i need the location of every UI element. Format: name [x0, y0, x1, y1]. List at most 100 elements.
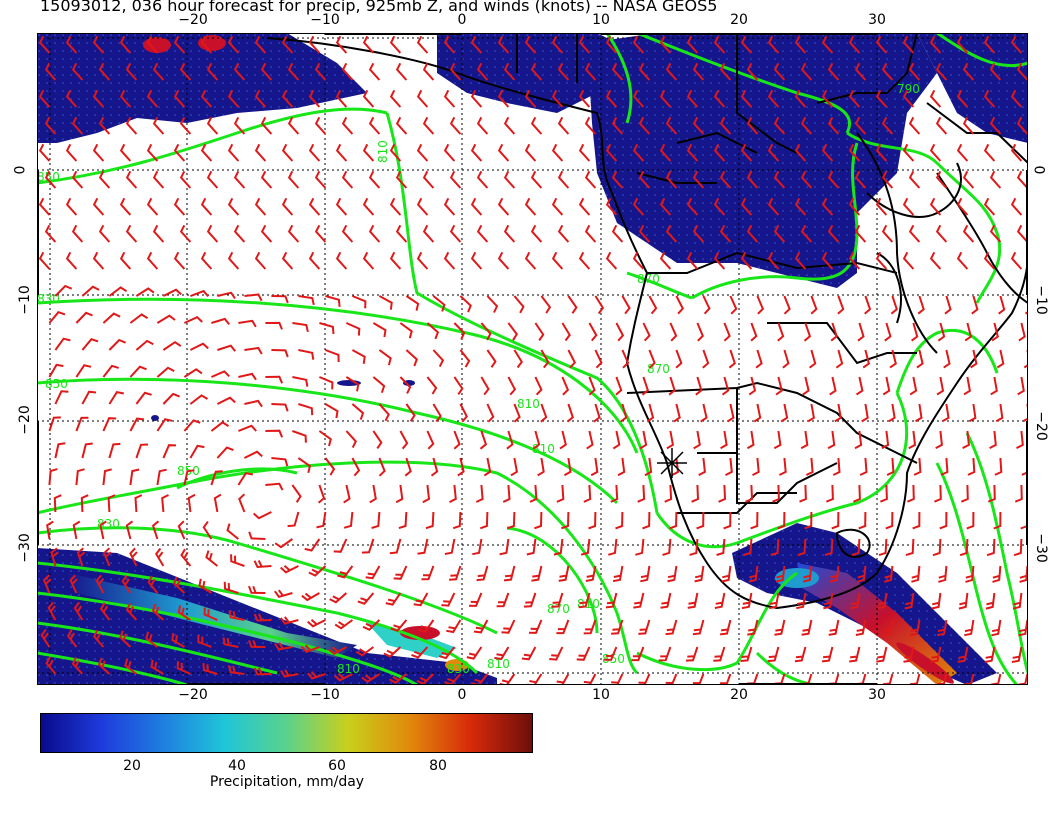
wind-barb [343, 511, 354, 529]
wind-barb [238, 319, 257, 328]
wind-barb [931, 592, 942, 610]
wind-barb [748, 376, 757, 396]
wind-barb [95, 574, 105, 594]
wind-barb [1013, 538, 1023, 557]
wind-barb [479, 511, 489, 530]
wind-barb [551, 143, 564, 162]
wind-barb [687, 592, 699, 609]
lon-tick-bottom: −20 [178, 687, 208, 703]
wind-barb [890, 295, 898, 315]
wind-barb [903, 646, 915, 663]
wind-barb [797, 538, 807, 557]
wind-barb [740, 89, 753, 108]
wind-barb [405, 349, 418, 367]
wind-barb [719, 116, 732, 135]
wind-barb [416, 89, 429, 108]
wind-barb [800, 430, 809, 450]
wind-barb [1014, 484, 1023, 503]
wind-barb [341, 116, 354, 135]
wind-barb [443, 143, 456, 162]
wind-barb [1018, 322, 1026, 342]
wind-barb [983, 251, 996, 270]
wind-barb [524, 251, 537, 270]
wind-barb [187, 493, 196, 513]
wind-barb [659, 143, 672, 162]
wind-barb [265, 429, 284, 438]
wind-barb [173, 35, 186, 54]
wind-barb [529, 484, 538, 503]
wind-barb [404, 457, 412, 477]
wind-barb [411, 646, 429, 659]
wind-barb [449, 224, 462, 243]
wind-barb [297, 457, 312, 474]
wind-barb [202, 663, 218, 675]
wind-barb [162, 340, 182, 351]
wind-barb [561, 511, 570, 530]
wind-barb [129, 417, 145, 432]
wind-barb [665, 62, 678, 81]
wind-barb [389, 89, 402, 108]
wind-barb [774, 619, 786, 636]
wind-barbs [38, 35, 1033, 690]
wind-barb [395, 170, 408, 189]
wind-barb [530, 224, 543, 243]
wind-barb [369, 484, 377, 504]
wind-barb [566, 403, 574, 423]
wind-barb [821, 197, 834, 216]
wind-barb [177, 605, 191, 621]
wind-barb [227, 143, 240, 162]
wind-barb [610, 484, 619, 503]
wind-barb [135, 287, 155, 297]
wind-barb [908, 170, 921, 189]
contour-label: 810 [337, 662, 360, 676]
wind-barb [308, 143, 321, 162]
wind-barb [211, 370, 230, 378]
wind-barb [775, 565, 786, 583]
wind-barb [532, 430, 541, 450]
wind-barb [135, 339, 154, 351]
wind-barb [183, 368, 203, 378]
wind-barb [362, 197, 375, 216]
wind-barb [38, 197, 51, 216]
wind-barb [686, 35, 699, 54]
wind-barb [42, 574, 52, 594]
lat-tick-right: −30 [1032, 533, 1049, 563]
wind-barb [385, 592, 402, 606]
wind-barb [586, 430, 594, 450]
wind-barb [314, 62, 327, 81]
wind-barb [932, 538, 942, 557]
wind-barb [830, 322, 838, 342]
wind-barb [271, 295, 289, 304]
wind-barb [341, 62, 354, 81]
wind-barb [48, 468, 58, 486]
wind-barb [426, 376, 438, 395]
wind-barb [351, 403, 365, 421]
wind-barb [362, 89, 375, 108]
wind-barb [567, 295, 578, 314]
wind-barb [696, 511, 705, 530]
wind-barb [831, 511, 840, 530]
wind-barb [875, 197, 888, 216]
wind-barb [585, 565, 597, 582]
wind-barb [992, 565, 1002, 583]
wind-barb [848, 89, 861, 108]
wind-barb [476, 565, 489, 582]
wind-barb [848, 251, 861, 270]
wind-barb [669, 511, 678, 530]
wind-barb [881, 116, 894, 135]
wind-barb [935, 170, 948, 189]
wind-barb [780, 403, 789, 423]
wind-barb [156, 418, 173, 432]
wind-barb [227, 35, 240, 54]
wind-barb [692, 62, 705, 81]
wind-barb [274, 538, 293, 549]
wind-barb [121, 575, 132, 594]
wind-barb [832, 457, 841, 476]
wind-barb [605, 592, 618, 609]
wind-barb [524, 35, 537, 54]
wind-barb [998, 295, 1006, 315]
wind-barb [352, 295, 367, 309]
wind-barb [551, 35, 564, 54]
wind-barb [556, 484, 565, 503]
wind-barb [260, 62, 273, 81]
